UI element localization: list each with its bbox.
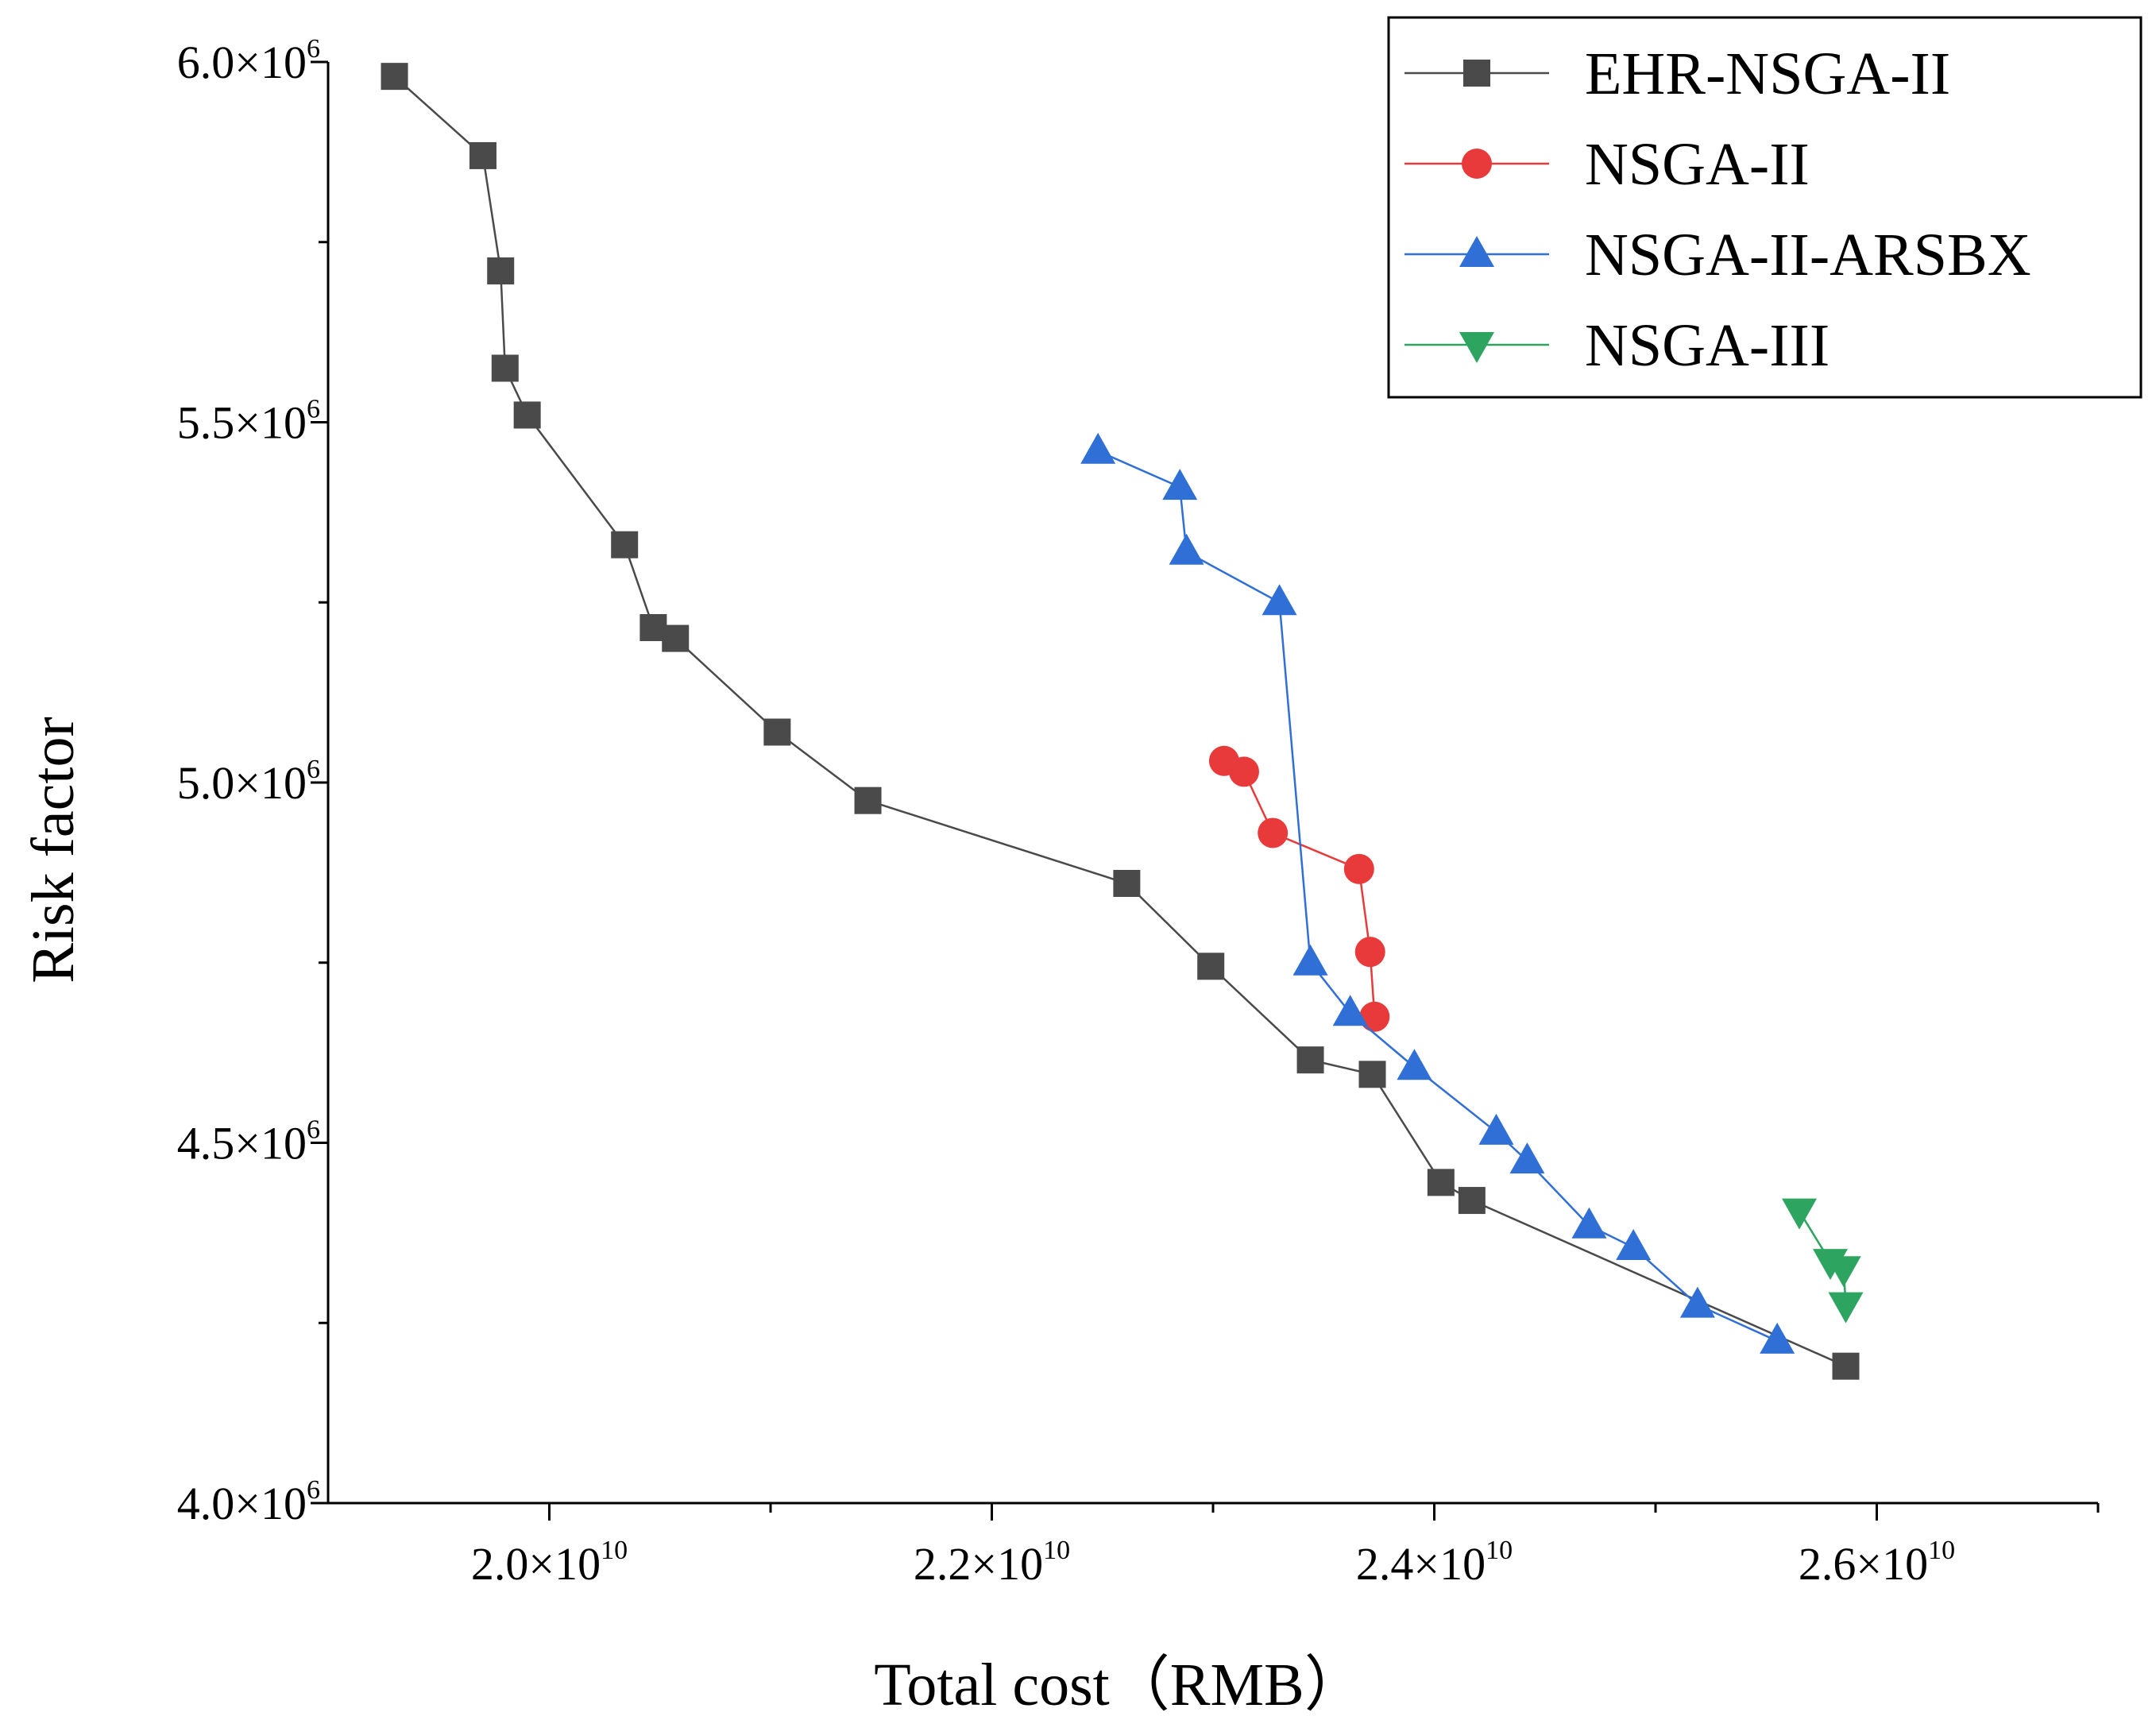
x-tick-label: 2.4×1010 — [1356, 1536, 1513, 1590]
data-point-ehr-nsga-ii — [513, 401, 541, 429]
data-point-nsga-ii — [1228, 756, 1259, 787]
legend-item-nsga-ii: NSGA-II — [1404, 131, 1810, 198]
legend-item-nsga-ii-arsbx: NSGA-II-ARSBX — [1404, 222, 2031, 288]
data-series — [381, 63, 1864, 1380]
data-point-nsga-ii-arsbx — [1080, 432, 1116, 464]
data-point-nsga-ii-arsbx — [1292, 944, 1328, 976]
data-point-nsga-ii-arsbx — [1162, 469, 1198, 500]
data-point-ehr-nsga-ii — [1296, 1046, 1324, 1074]
legend-marker-nsga-ii-arsbx — [1459, 236, 1494, 267]
legend-label-nsga-ii: NSGA-II — [1585, 131, 1810, 198]
data-point-ehr-nsga-ii — [1458, 1187, 1486, 1215]
data-point-ehr-nsga-ii — [611, 531, 639, 558]
series-nsga-ii-arsbx — [1080, 432, 1795, 1354]
y-tick-label: 6.0×106 — [177, 34, 320, 88]
data-point-nsga-iii — [1826, 1256, 1861, 1288]
data-point-nsga-ii-arsbx — [1262, 584, 1297, 616]
data-point-nsga-ii-arsbx — [1509, 1142, 1545, 1174]
data-point-nsga-iii — [1782, 1198, 1818, 1230]
series-ehr-nsga-ii — [381, 63, 1860, 1380]
series-line-nsga-ii-arsbx — [1097, 450, 1778, 1343]
data-point-ehr-nsga-ii — [763, 718, 791, 746]
data-point-nsga-ii — [1343, 853, 1374, 884]
data-point-ehr-nsga-ii — [469, 141, 496, 169]
data-point-nsga-iii — [1828, 1292, 1864, 1324]
data-point-nsga-ii — [1258, 817, 1289, 848]
data-point-nsga-ii — [1354, 937, 1385, 968]
data-point-nsga-ii-arsbx — [1478, 1113, 1514, 1145]
data-point-nsga-ii-arsbx — [1760, 1322, 1795, 1354]
x-tick-label: 2.2×1010 — [914, 1536, 1070, 1590]
y-tick-label: 5.0×106 — [177, 755, 320, 809]
data-point-ehr-nsga-ii — [381, 63, 408, 91]
y-tick-label: 5.5×106 — [177, 395, 320, 449]
data-point-nsga-ii-arsbx — [1169, 533, 1204, 565]
legend-label-nsga-iii: NSGA-III — [1585, 312, 1830, 379]
series-nsga-iii — [1782, 1198, 1864, 1324]
data-point-ehr-nsga-ii — [487, 257, 515, 285]
legend-item-nsga-iii: NSGA-III — [1404, 312, 1830, 379]
data-point-nsga-ii-arsbx — [1679, 1286, 1715, 1318]
series-nsga-ii — [1208, 745, 1390, 1032]
data-point-ehr-nsga-ii — [1427, 1169, 1455, 1196]
legend-items: EHR-NSGA-II NSGA-II NSGA-II-ARSBX NSGA-III — [1404, 41, 2031, 379]
x-tick-label: 2.0×1010 — [471, 1536, 628, 1590]
data-point-nsga-ii — [1359, 1001, 1390, 1032]
data-point-ehr-nsga-ii — [1197, 953, 1225, 980]
y-tick-label: 4.0×106 — [177, 1475, 320, 1529]
y-tick-label: 4.5×106 — [177, 1115, 320, 1169]
legend-box — [1387, 16, 2142, 399]
data-point-nsga-ii-arsbx — [1616, 1229, 1652, 1261]
legend-label-ehr-nsga-ii: EHR-NSGA-II — [1585, 41, 1950, 107]
data-point-ehr-nsga-ii — [1358, 1061, 1386, 1088]
legend: EHR-NSGA-II NSGA-II NSGA-II-ARSBX NSGA-III — [1387, 16, 2142, 399]
x-axis-title: Total cost（RMB） — [874, 1652, 1364, 1716]
data-point-nsga-ii-arsbx — [1397, 1049, 1432, 1080]
series-line-nsga-ii — [1223, 759, 1376, 1017]
axis-ticks: 4.0×106 4.5×106 5.0×106 5.5×106 6.0×106 2.0×1… — [177, 34, 2100, 1590]
data-point-nsga-ii-arsbx — [1332, 995, 1368, 1026]
legend-item-ehr-nsga-ii: EHR-NSGA-II — [1404, 41, 1950, 107]
legend-label-nsga-ii-arsbx: NSGA-II-ARSBX — [1585, 222, 2031, 288]
data-point-ehr-nsga-ii — [1832, 1352, 1860, 1380]
data-point-nsga-ii-arsbx — [1571, 1207, 1607, 1239]
data-point-ehr-nsga-ii — [662, 624, 690, 652]
x-tick-label: 2.6×1010 — [1799, 1536, 1955, 1590]
legend-marker-nsga-ii — [1462, 149, 1492, 179]
y-axis-title: Risk factor — [20, 717, 87, 984]
legend-marker-ehr-nsga-ii — [1463, 60, 1490, 87]
data-point-ehr-nsga-ii — [491, 354, 519, 382]
data-point-ehr-nsga-ii — [1113, 869, 1141, 897]
legend-marker-nsga-iii — [1459, 332, 1494, 363]
data-point-ehr-nsga-ii — [854, 786, 882, 814]
